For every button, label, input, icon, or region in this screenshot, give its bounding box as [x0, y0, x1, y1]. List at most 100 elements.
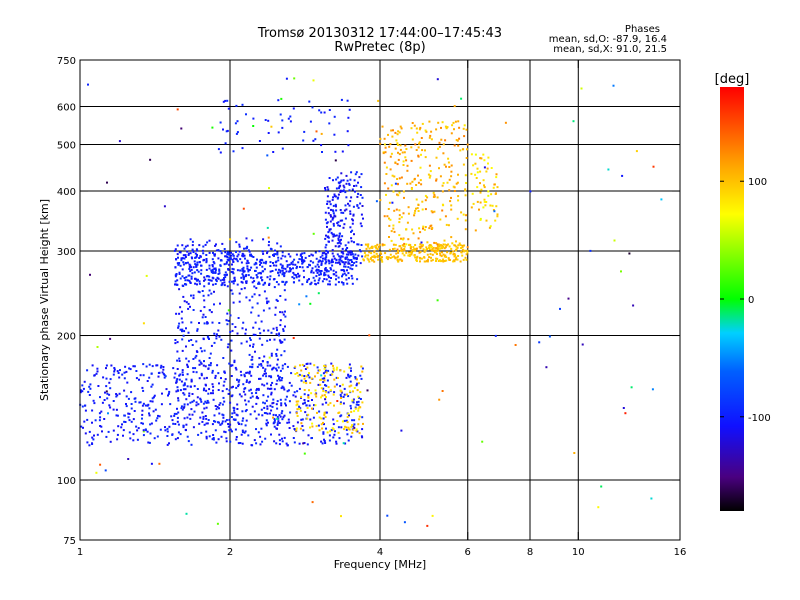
data-point	[487, 194, 490, 197]
data-point	[386, 258, 389, 261]
data-point	[479, 218, 482, 221]
data-point	[309, 426, 311, 429]
data-point	[241, 327, 244, 330]
data-point	[207, 367, 210, 370]
data-point	[428, 248, 431, 251]
data-point	[397, 144, 399, 146]
data-point	[91, 409, 94, 412]
data-point	[175, 258, 177, 261]
data-point	[419, 243, 422, 246]
data-point	[223, 400, 226, 403]
data-point	[438, 398, 441, 401]
data-point	[177, 431, 180, 434]
data-point	[257, 397, 260, 400]
data-point	[266, 252, 268, 255]
data-point	[399, 125, 402, 128]
data-point	[192, 266, 195, 269]
data-point	[220, 252, 223, 255]
data-point	[281, 251, 284, 254]
data-point	[338, 258, 341, 261]
data-point	[279, 324, 282, 327]
data-point	[312, 276, 315, 279]
data-point	[334, 261, 337, 264]
data-point	[388, 201, 391, 204]
data-point	[486, 167, 489, 170]
data-point	[236, 120, 239, 123]
data-point	[351, 399, 354, 402]
data-point	[347, 272, 350, 275]
data-point	[306, 281, 309, 283]
data-point	[632, 304, 635, 307]
data-point	[119, 369, 121, 372]
data-point	[121, 423, 123, 426]
data-point	[322, 431, 325, 434]
data-point	[212, 438, 215, 441]
data-point	[327, 259, 330, 262]
data-point	[236, 378, 238, 381]
data-point	[419, 260, 421, 263]
data-point	[225, 440, 228, 443]
data-point	[459, 260, 462, 263]
data-point	[321, 151, 323, 153]
data-point	[447, 257, 450, 260]
data-point	[450, 175, 453, 178]
data-point	[335, 271, 338, 274]
data-point	[248, 380, 251, 383]
data-point	[389, 155, 392, 158]
data-point	[323, 367, 326, 370]
data-point	[334, 430, 336, 433]
data-point	[456, 217, 459, 220]
data-point	[290, 262, 293, 265]
data-point	[488, 226, 491, 229]
data-point	[81, 405, 84, 408]
data-point	[208, 364, 211, 367]
data-point	[231, 258, 234, 261]
data-point	[461, 248, 464, 251]
data-point	[403, 242, 406, 245]
data-point	[418, 141, 421, 144]
data-point	[434, 251, 436, 254]
data-point	[345, 376, 348, 379]
data-point	[318, 369, 321, 372]
data-point	[371, 255, 374, 258]
data-point	[118, 392, 121, 395]
data-point	[504, 121, 507, 124]
data-point	[282, 386, 285, 389]
data-point	[331, 218, 334, 221]
data-point	[428, 227, 431, 230]
data-point	[264, 402, 266, 405]
data-point	[151, 397, 154, 400]
data-point	[356, 195, 359, 198]
data-point	[353, 261, 356, 264]
data-point	[203, 299, 206, 302]
data-point	[222, 100, 225, 103]
data-point	[409, 251, 412, 254]
data-point	[458, 242, 461, 245]
data-point	[340, 395, 343, 398]
data-point	[156, 435, 159, 438]
data-point	[479, 182, 481, 185]
data-point	[262, 261, 265, 264]
data-point	[340, 255, 343, 258]
data-point	[190, 275, 193, 278]
data-point	[401, 244, 404, 247]
data-point	[256, 395, 258, 398]
data-point	[275, 383, 278, 386]
data-point	[413, 214, 416, 217]
data-point	[250, 444, 253, 447]
data-point	[221, 242, 224, 245]
data-point	[404, 144, 407, 147]
data-point	[226, 346, 229, 349]
data-point	[333, 233, 335, 236]
data-point	[322, 390, 325, 392]
data-point	[183, 277, 186, 279]
data-point	[279, 311, 282, 314]
data-point	[418, 245, 421, 248]
data-point	[216, 364, 219, 367]
data-point	[453, 128, 455, 131]
data-point	[268, 356, 271, 359]
data-point	[310, 281, 313, 284]
data-point	[242, 255, 245, 258]
data-point	[167, 394, 169, 397]
data-point	[245, 409, 248, 411]
